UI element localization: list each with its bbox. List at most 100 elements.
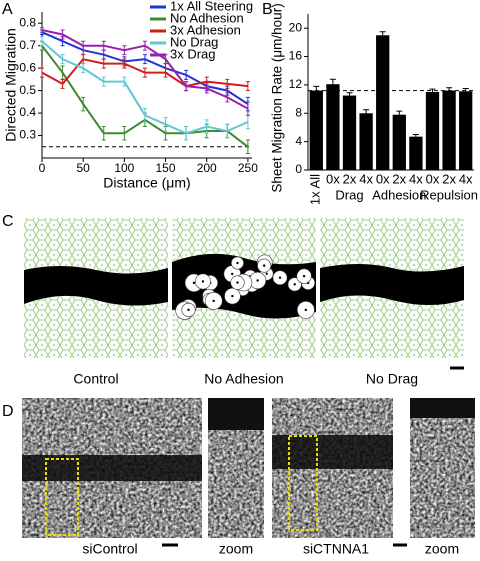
error-bar — [225, 78, 230, 89]
error-bar — [122, 126, 127, 141]
cell-marker — [212, 299, 215, 303]
error-bar — [429, 88, 436, 92]
cell-marker — [256, 279, 259, 282]
x-tick-label: 50 — [76, 161, 90, 175]
error-bar — [396, 110, 403, 115]
error-bar — [245, 101, 250, 116]
x-tick-label: 250 — [238, 161, 258, 175]
y-tick-label: 0.7 — [19, 38, 36, 52]
gap — [24, 266, 168, 306]
cell-marker — [201, 280, 205, 283]
error-bar — [122, 58, 127, 69]
bar — [376, 35, 390, 170]
y-tick-label: 0.8 — [19, 15, 36, 29]
error-bar — [142, 54, 147, 65]
error-bar — [101, 76, 106, 87]
y-tick-label: 16 — [289, 49, 303, 63]
error-bar — [122, 45, 127, 56]
error-bar — [60, 78, 65, 89]
error-bar — [101, 126, 106, 141]
y-tick-label: 0.3 — [19, 128, 36, 142]
cell-marker — [187, 308, 190, 312]
cell-marker — [236, 281, 239, 284]
x-tick-label: 100 — [114, 161, 134, 175]
legend-label: No Drag — [170, 34, 218, 49]
panel-label: A — [2, 1, 13, 18]
bar — [409, 136, 423, 170]
zoom-image — [410, 398, 475, 538]
error-bar — [412, 134, 419, 137]
error-bar — [60, 54, 65, 65]
y-tick-label: 8 — [295, 105, 302, 119]
cell-marker — [302, 274, 306, 278]
error-bar — [184, 81, 189, 92]
error-bar — [363, 109, 370, 114]
error-bar — [204, 119, 209, 134]
y-axis-label: Sheet Migration Rate (μm/hour) — [270, 3, 285, 192]
x-tick-label: 4x — [459, 171, 473, 186]
x-tick-label: 4x — [409, 171, 423, 186]
error-bar — [142, 40, 147, 51]
x-tick-label: 0x — [426, 171, 440, 186]
legend-label: 3x Drag — [170, 46, 216, 61]
x-tick-label: 1x All — [308, 174, 323, 205]
error-bar — [163, 117, 168, 132]
legend-label: No Adhesion — [170, 10, 244, 25]
error-bar — [313, 85, 320, 91]
gap — [272, 435, 393, 469]
caption: zoom — [425, 541, 459, 557]
x-tick-label: 2x — [392, 171, 406, 186]
caption: zoom — [219, 541, 253, 557]
error-bar — [142, 67, 147, 78]
panel-d-images — [22, 398, 475, 547]
error-bar — [346, 92, 353, 96]
bar — [342, 95, 357, 170]
panel-c-images — [24, 218, 464, 370]
bar — [392, 114, 406, 170]
cell-marker — [236, 261, 239, 265]
legend-label: 3x Adhesion — [170, 22, 241, 37]
bar — [442, 90, 456, 170]
bar — [309, 90, 323, 170]
bar — [459, 91, 473, 170]
gap — [320, 264, 464, 305]
cell-marker — [262, 264, 266, 267]
panel-label: C — [2, 213, 14, 230]
y-tick-label: 12 — [289, 77, 303, 91]
error-bar — [245, 139, 250, 155]
x-tick-label: 0x — [376, 171, 390, 186]
group-label: Drag — [335, 187, 363, 202]
error-bar — [101, 40, 106, 51]
zoom-box — [45, 458, 79, 536]
y-tick-label: 0 — [295, 162, 302, 176]
x-tick-label: 0 — [39, 161, 46, 175]
error-bar — [245, 81, 250, 92]
caption: No Adhesion — [204, 371, 283, 387]
y-tick-label: 20 — [289, 20, 303, 34]
y-tick-label: 0.4 — [19, 105, 36, 119]
x-tick-label: 0x — [326, 171, 340, 186]
loose-cells — [175, 254, 316, 320]
error-bar — [122, 76, 127, 87]
error-bar — [60, 65, 65, 80]
error-bar — [225, 92, 230, 103]
caption: siCTNNA1 — [303, 541, 369, 557]
error-bar — [40, 67, 44, 78]
error-bar — [40, 27, 44, 33]
y-tick-label: 0.5 — [19, 83, 36, 97]
cell-marker — [231, 294, 234, 298]
error-bar — [329, 78, 336, 85]
x-axis-label: Distance (μm) — [103, 175, 190, 191]
error-bar — [163, 67, 168, 78]
cell-marker — [265, 272, 268, 275]
x-tick-label: 4x — [359, 171, 373, 186]
bar — [326, 84, 340, 170]
cell-marker — [278, 276, 282, 279]
error-bar — [184, 69, 189, 80]
bar — [359, 113, 373, 170]
x-tick-label: 200 — [197, 161, 217, 175]
cell-marker — [304, 308, 308, 312]
panel-label: B — [262, 1, 273, 18]
group-label: Adhesion — [372, 187, 426, 202]
